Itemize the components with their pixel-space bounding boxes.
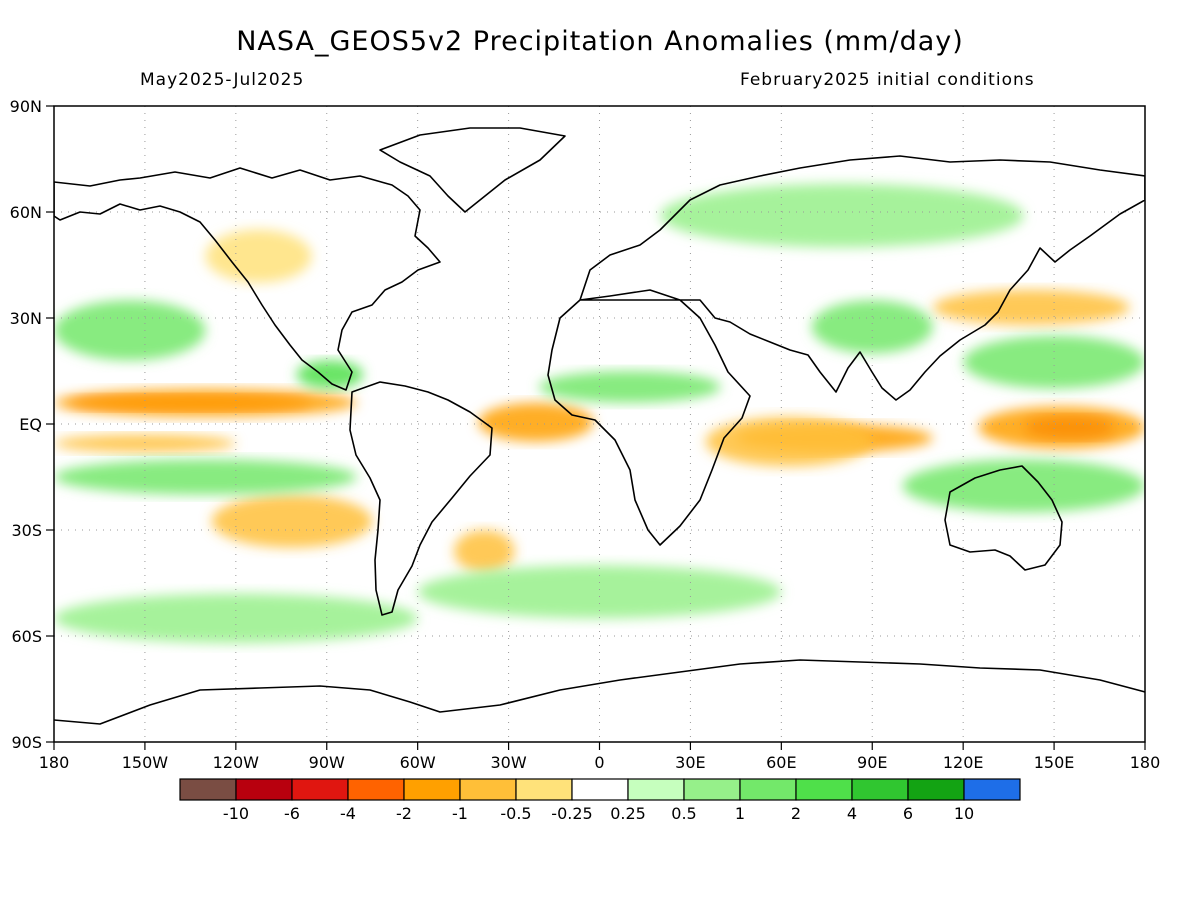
lat-label: 60S [11,627,42,646]
colorbar: -10 -6 -4 -2 -1 -0.5 -0.25 0.25 0.5 1 2 4 6 10 [179,778,1021,823]
colorbar-swatch [515,778,573,801]
lon-label: 60E [766,753,796,772]
colorbar-swatch [291,778,349,801]
coastline-afro-eurasia [547,155,1145,546]
colorbar-swatch [795,778,853,801]
colorbar-swatch [851,778,909,801]
anomaly-region-2 [54,434,236,453]
lon-label: 90E [857,753,887,772]
anomaly-region-3 [211,494,373,548]
anomaly-region-15 [54,459,358,495]
colorbar-label: 10 [954,804,974,823]
anomaly-region-19 [417,565,782,619]
colorbar-label: -2 [396,804,412,823]
anomaly-region-4 [478,402,594,442]
anomaly-region-9 [978,406,1145,449]
colorbar-label: 0.25 [610,804,646,823]
anomaly-region-1 [54,388,358,417]
anomaly-region-20 [54,593,418,644]
anomaly-region-7 [705,416,873,467]
lat-lon-grid [54,106,1145,742]
anomaly-region-12 [54,300,206,361]
lon-label: 30E [675,753,705,772]
colorbar-label: -10 [223,804,249,823]
colorbar-swatch [347,778,405,801]
colorbar-swatch [403,778,461,801]
lon-label: 90W [309,753,345,772]
anomaly-region-13 [963,335,1145,389]
lat-label: 60N [10,203,42,222]
colorbar-swatch [571,778,629,801]
lon-label: 60W [400,753,436,772]
colorbar-swatch [235,778,293,801]
colorbar-label: 6 [903,804,913,823]
anomaly-region-17 [811,300,933,354]
colorbar-swatch [739,778,797,801]
map-title: NASA_GEOS5v2 Precipitation Anomalies (mm… [236,26,964,57]
lat-label: 90S [11,733,42,752]
anomaly-region-21 [538,371,721,403]
lon-label: 120W [213,753,260,772]
lat-label: EQ [19,415,42,434]
lat-label: 30N [10,309,42,328]
anomaly-region-5 [454,530,515,573]
colorbar-swatch [459,778,517,801]
lon-label: 180 [39,753,70,772]
colorbar-label: -0.25 [551,804,592,823]
forecast-period: May2025-Jul2025 [140,70,305,90]
colorbar-label: -1 [452,804,468,823]
colorbar-swatch [907,778,965,801]
anomaly-region-16 [902,459,1145,513]
anomaly-region-10 [932,289,1130,326]
colorbar-swatch [683,778,741,801]
anomaly-region-18 [660,183,1024,248]
colorbar-label: 1 [735,804,745,823]
colorbar-label: -4 [340,804,356,823]
colorbar-label: 4 [847,804,857,823]
lon-label: 120E [943,753,984,772]
lat-label: 90N [10,97,42,116]
anomaly-region-14 [296,360,364,389]
coastline-australia [944,465,1063,571]
colorbar-label: -0.5 [500,804,531,823]
lon-label: 150E [1034,753,1075,772]
anomaly-region-11 [205,229,312,283]
coastline-greenland [379,127,566,213]
initial-conditions: February2025 initial conditions [740,70,1035,90]
anomaly-field [54,183,1145,644]
lon-label: 150W [122,753,169,772]
coastline-north-america [54,167,441,391]
longitude-labels: 180 150W 120W 90W 60W 30W 0 30E 60E 90E 120E 150E 18… [39,742,1161,772]
lon-label: 180 [1130,753,1161,772]
lat-label: 30S [11,521,42,540]
colorbar-label: 2 [791,804,801,823]
coastline-antarctica [54,659,1145,725]
colorbar-swatch [627,778,685,801]
lon-label: 30W [490,753,526,772]
colorbar-label: -6 [284,804,300,823]
colorbar-swatch [179,778,237,801]
latitude-labels: 90N 60N 30N EQ 30S 60S 90S [10,97,54,752]
coastline-south-america [349,381,493,616]
coastlines [54,127,1145,725]
lon-label: 0 [594,753,604,772]
colorbar-swatch [963,778,1021,801]
colorbar-label: 0.5 [671,804,696,823]
